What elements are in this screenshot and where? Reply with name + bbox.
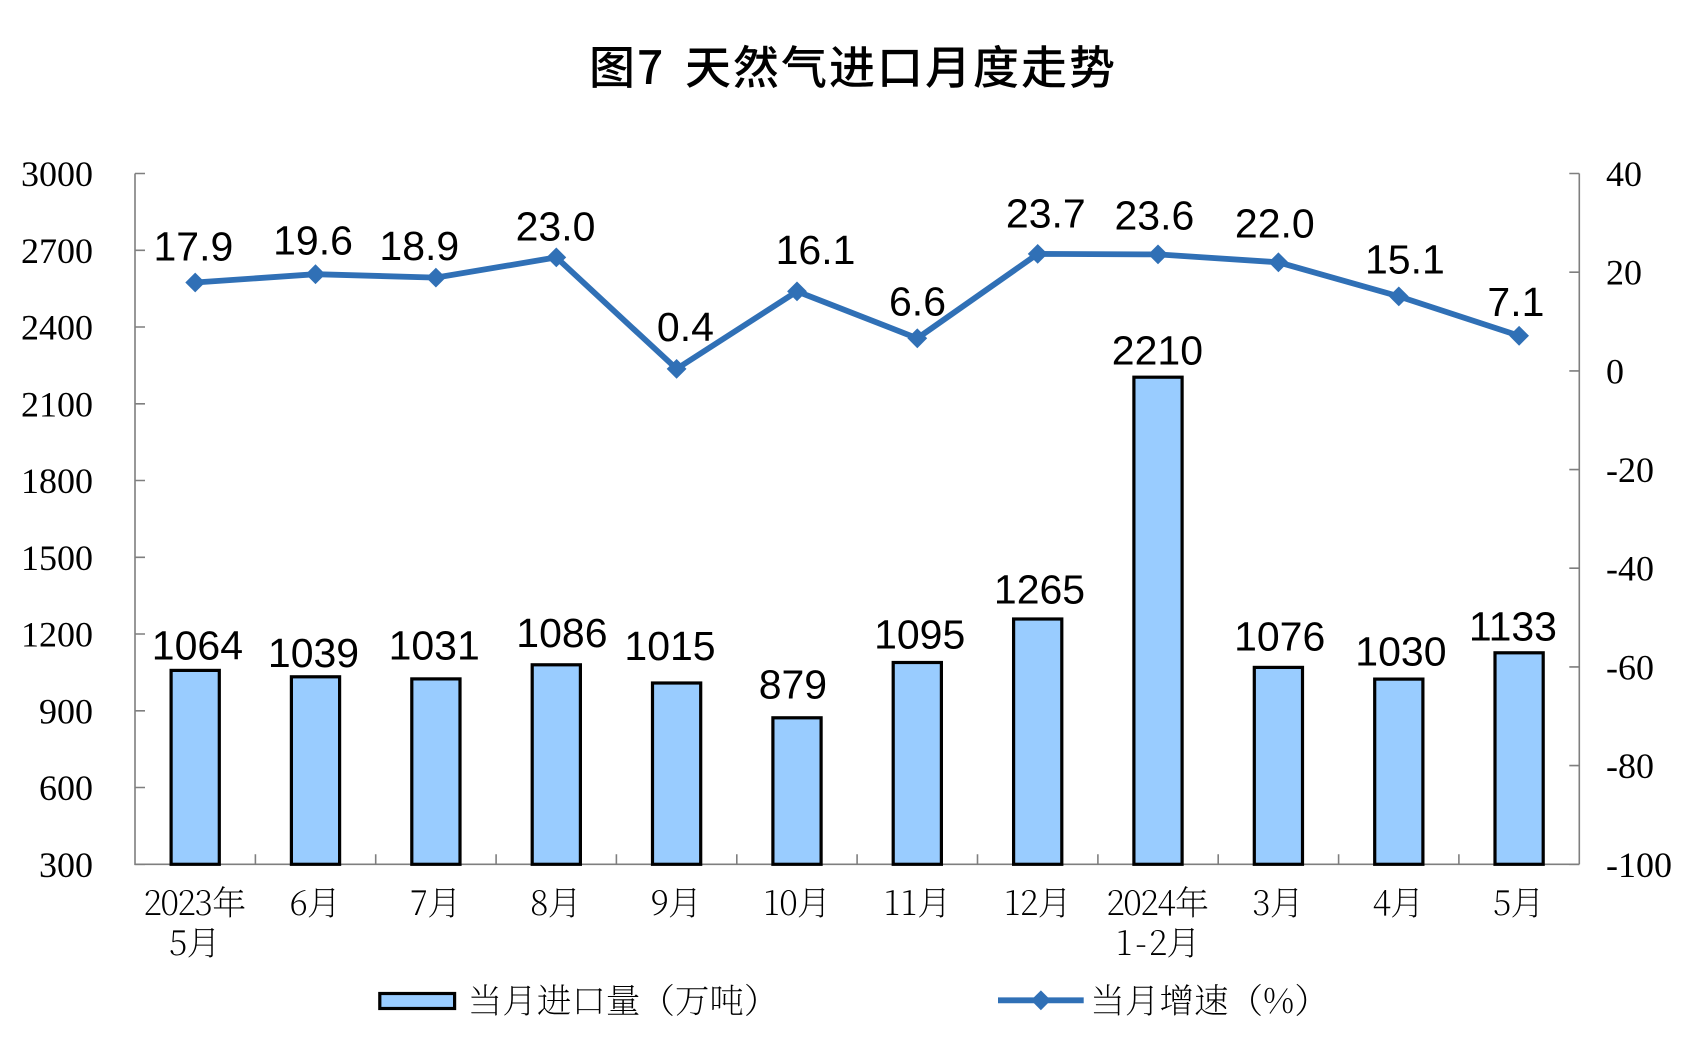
svg-text:900: 900 (39, 691, 93, 731)
svg-text:1015: 1015 (624, 623, 715, 669)
svg-text:300: 300 (39, 845, 93, 885)
svg-text:23.0: 23.0 (516, 203, 596, 249)
svg-text:20: 20 (1606, 253, 1642, 293)
svg-text:2700: 2700 (21, 231, 93, 271)
svg-text:18.9: 18.9 (379, 223, 459, 269)
svg-text:1800: 1800 (21, 461, 93, 501)
svg-text:0: 0 (1606, 351, 1624, 391)
svg-text:600: 600 (39, 768, 93, 808)
svg-text:2400: 2400 (21, 308, 93, 348)
svg-text:19.6: 19.6 (273, 218, 353, 264)
svg-text:22.0: 22.0 (1235, 201, 1315, 247)
svg-text:1039: 1039 (268, 630, 359, 676)
svg-text:-100: -100 (1606, 845, 1672, 885)
svg-text:-60: -60 (1606, 647, 1654, 687)
svg-text:23.6: 23.6 (1114, 192, 1194, 238)
svg-text:16.1: 16.1 (776, 227, 856, 273)
svg-text:1031: 1031 (389, 623, 480, 669)
svg-text:879: 879 (759, 661, 827, 707)
svg-text:2100: 2100 (21, 384, 93, 424)
svg-text:7.1: 7.1 (1487, 279, 1544, 325)
svg-text:1200: 1200 (21, 615, 93, 655)
svg-text:17.9: 17.9 (153, 224, 233, 270)
svg-text:2210: 2210 (1112, 328, 1203, 374)
svg-text:1030: 1030 (1355, 629, 1446, 675)
svg-text:1500: 1500 (21, 538, 93, 578)
svg-text:1265: 1265 (994, 566, 1085, 612)
svg-text:6.6: 6.6 (889, 279, 946, 325)
svg-text:23.7: 23.7 (1006, 191, 1086, 237)
svg-text:3000: 3000 (21, 154, 93, 194)
svg-text:15.1: 15.1 (1365, 236, 1445, 282)
svg-text:-80: -80 (1606, 746, 1654, 786)
svg-text:1076: 1076 (1234, 614, 1325, 660)
svg-text:40: 40 (1606, 154, 1642, 194)
svg-text:1064: 1064 (152, 623, 243, 669)
svg-text:1086: 1086 (516, 610, 607, 656)
svg-text:1133: 1133 (1469, 604, 1557, 650)
svg-text:1095: 1095 (874, 611, 965, 657)
svg-text:-20: -20 (1606, 450, 1654, 490)
svg-text:-40: -40 (1606, 549, 1654, 589)
svg-text:0.4: 0.4 (657, 304, 714, 350)
